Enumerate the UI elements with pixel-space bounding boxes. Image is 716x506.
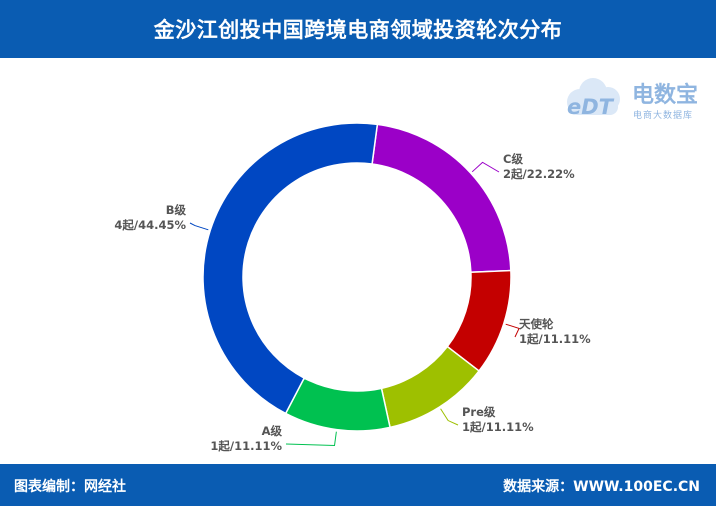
leader-line (285, 431, 337, 447)
slice-value-label: 4起/44.45% (114, 218, 186, 232)
cloud-icon (567, 78, 620, 115)
footer-source: 数据来源：WWW.100EC.CN (503, 479, 700, 495)
leader-line (471, 161, 500, 173)
footer-editor: 图表编制：网经社 (14, 479, 126, 495)
logo-tagline: 电商大数据库 (633, 109, 693, 121)
leader-line (505, 323, 520, 338)
leader-line (189, 222, 209, 231)
slice-name-label: A级 (262, 424, 283, 438)
slice-value-label: 1起/11.11% (210, 439, 282, 453)
donut-chart: C级2起/22.22%天使轮1起/11.11%Pre级1起/11.11%A级1起… (114, 122, 591, 453)
brand-logo: eDT 电数宝 电商大数据库 (567, 78, 698, 121)
donut-slice (284, 377, 391, 432)
slice-name-label: B级 (166, 203, 187, 217)
slice-value-label: 1起/11.11% (519, 332, 591, 346)
donut-slice (202, 122, 379, 415)
logo-badge: eDT (567, 95, 615, 119)
logo-brand: 电数宝 (632, 82, 698, 108)
slice-name-label: 天使轮 (519, 317, 554, 331)
leader-line (440, 408, 459, 426)
page-title: 金沙江创投中国跨境电商领域投资轮次分布 (153, 18, 563, 42)
slice-name-label: C级 (503, 152, 523, 166)
slice-value-label: 1起/11.11% (462, 420, 534, 434)
donut-slice (371, 123, 512, 274)
slice-value-label: 2起/22.22% (503, 167, 575, 181)
footer-bar: 图表编制：网经社 数据来源：WWW.100EC.CN (0, 464, 716, 506)
slice-name-label: Pre级 (462, 405, 496, 419)
title-bar: 金沙江创投中国跨境电商领域投资轮次分布 (0, 0, 716, 58)
